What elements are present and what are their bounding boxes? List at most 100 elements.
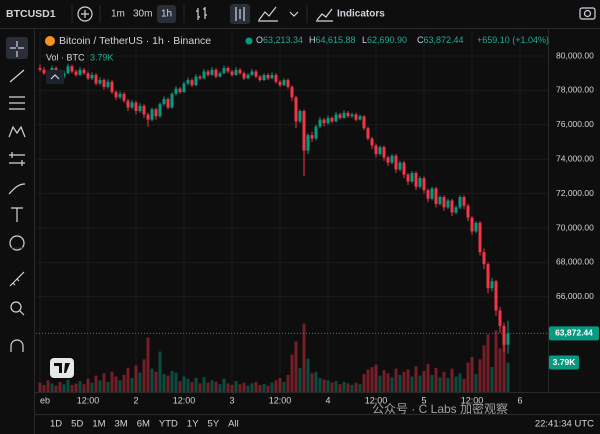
range-button[interactable]: 1D	[50, 419, 62, 430]
candle-body	[78, 69, 82, 75]
volume-bar	[78, 381, 82, 392]
y-tick-label: 80,000.00	[556, 50, 594, 60]
fib-tool[interactable]	[9, 96, 25, 110]
candle-body	[110, 81, 114, 93]
candle-body	[270, 74, 274, 79]
volume-bar	[166, 375, 170, 392]
text-tool[interactable]	[11, 207, 23, 222]
candle-body	[494, 281, 498, 311]
volume-bar	[486, 334, 490, 392]
candle-body	[90, 74, 94, 79]
volume-bar	[502, 328, 506, 392]
symbol[interactable]: BTCUSD1	[6, 8, 56, 20]
volume-bar	[466, 362, 470, 392]
interval[interactable]: 1m	[111, 9, 125, 20]
volume-bar	[446, 378, 450, 392]
candle-body	[254, 71, 258, 77]
candle-body	[238, 69, 242, 74]
candle-body	[350, 114, 354, 117]
candle-body	[178, 88, 182, 93]
projection-tool[interactable]	[9, 152, 25, 166]
candle-body	[106, 81, 110, 87]
collapse-legend[interactable]	[46, 70, 64, 84]
volume-bar	[54, 385, 58, 392]
volume-bar	[186, 378, 190, 392]
crosshair-tool[interactable]	[10, 41, 24, 57]
volume-bar	[370, 367, 374, 392]
volume-bar	[142, 359, 146, 392]
range-button[interactable]: 6M	[137, 419, 150, 430]
magnet-tool[interactable]	[10, 339, 24, 352]
candle-body	[306, 135, 310, 151]
volume-bar	[350, 385, 354, 392]
range-button[interactable]: 1Y	[187, 419, 199, 430]
candle-body	[314, 126, 318, 139]
volume-bar	[254, 381, 258, 392]
bar-type[interactable]	[196, 7, 207, 20]
candle-body	[54, 68, 58, 72]
area-type[interactable]	[258, 6, 278, 22]
volume-bar	[346, 383, 350, 392]
candle-body	[326, 117, 330, 124]
ohlc-label: H	[309, 35, 316, 45]
indicators[interactable]: Indicators	[337, 9, 385, 20]
volume-bar	[150, 368, 154, 392]
candle-body	[174, 88, 178, 94]
range-button[interactable]: All	[228, 419, 239, 430]
candle-body	[430, 188, 434, 199]
x-tick-label: 12:00	[365, 395, 388, 405]
candle-body	[122, 93, 126, 101]
ruler-tool[interactable]	[9, 271, 25, 287]
volume-bar	[362, 374, 366, 392]
volume-bar	[330, 382, 334, 392]
legend: Bitcoin / TetherUS · 1h · Binance O63,21…	[45, 35, 549, 84]
candle-body	[438, 197, 442, 204]
candle-type[interactable]	[235, 7, 245, 21]
collapse-icon	[50, 74, 60, 80]
overlay: 66,000.00 68,000.00 70,000.00 72,000.00 74,0…	[36, 50, 599, 370]
candle-body	[182, 83, 186, 93]
candle-body	[442, 197, 446, 208]
pattern-tool[interactable]	[8, 125, 26, 138]
last-price-label: 63,872.44	[555, 328, 593, 338]
volume-bar	[334, 381, 338, 392]
range-button[interactable]: YTD	[159, 419, 178, 430]
interval[interactable]: 30m	[133, 9, 152, 20]
volume-bar	[234, 381, 238, 392]
candle-body	[214, 69, 218, 77]
candle-body	[402, 162, 406, 175]
ohlc: O63,213.34 H64,615.88 L62,690.90 C63,872.44…	[256, 35, 549, 45]
candle-body	[502, 326, 506, 345]
volume-bar	[410, 376, 414, 392]
change: +659.10 (+1.04%)	[477, 35, 549, 45]
range-button[interactable]: 5D	[71, 419, 83, 430]
icon-tool[interactable]	[9, 235, 25, 251]
volume-bar	[210, 380, 214, 392]
range-button[interactable]: 1M	[92, 419, 105, 430]
brush-tool[interactable]	[8, 183, 26, 195]
interval[interactable]: 1h	[161, 9, 172, 20]
snapshot[interactable]	[579, 7, 596, 20]
trendline-tool[interactable]	[9, 69, 25, 83]
volume-bar	[182, 376, 186, 392]
candle-body	[406, 174, 410, 182]
add-symbol[interactable]	[77, 6, 93, 22]
volume-bar	[202, 377, 206, 392]
zoom-tool[interactable]	[10, 301, 22, 313]
candle-body	[162, 99, 166, 105]
more-types[interactable]	[289, 11, 299, 17]
candle-body	[198, 76, 202, 79]
candle-body	[226, 68, 230, 72]
volume-bar	[494, 330, 498, 392]
range-button[interactable]: 5Y	[208, 419, 220, 430]
market-status	[245, 37, 253, 45]
volume-bar	[390, 377, 394, 392]
volume-bar	[398, 374, 402, 392]
candle-body	[506, 333, 510, 345]
candle-body	[118, 93, 122, 98]
volume-bar	[338, 384, 342, 392]
range-button[interactable]: 3M	[115, 419, 128, 430]
ohlc-value: 63,872.44	[424, 35, 464, 45]
